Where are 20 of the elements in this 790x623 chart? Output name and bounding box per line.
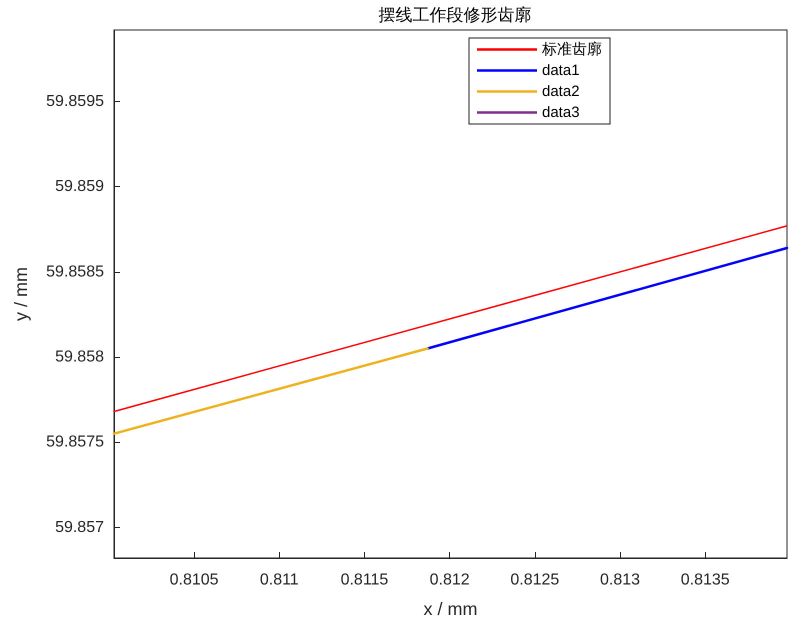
y-tick-label: 59.8575 [46, 434, 104, 451]
y-tick-label: 59.859 [55, 178, 104, 196]
legend-label: 标准齿廓 [541, 41, 602, 58]
legend-label: data2 [542, 83, 580, 100]
x-tick-label: 0.8135 [680, 572, 730, 588]
x-tick-label: 0.8105 [170, 572, 219, 588]
chart-title: 摆线工作段修形齿廓 [378, 6, 532, 26]
x-tick-label: 0.811 [260, 572, 299, 588]
legend-label: data3 [542, 104, 580, 121]
x-tick-label: 0.8125 [510, 572, 560, 588]
legend-label: data1 [542, 62, 580, 79]
y-tick-label: 59.858 [55, 348, 104, 366]
y-tick-label: 59.857 [55, 518, 104, 536]
y-tick-label: 59.8595 [46, 93, 104, 110]
x-tick-label: 0.8115 [340, 572, 388, 588]
y-tick-label: 59.8585 [46, 263, 104, 280]
x-tick-label: 0.812 [430, 572, 470, 588]
x-axis-title: x / mm [424, 599, 478, 619]
x-tick-label: 0.813 [600, 572, 640, 588]
y-axis-title: y / mm [11, 267, 31, 321]
